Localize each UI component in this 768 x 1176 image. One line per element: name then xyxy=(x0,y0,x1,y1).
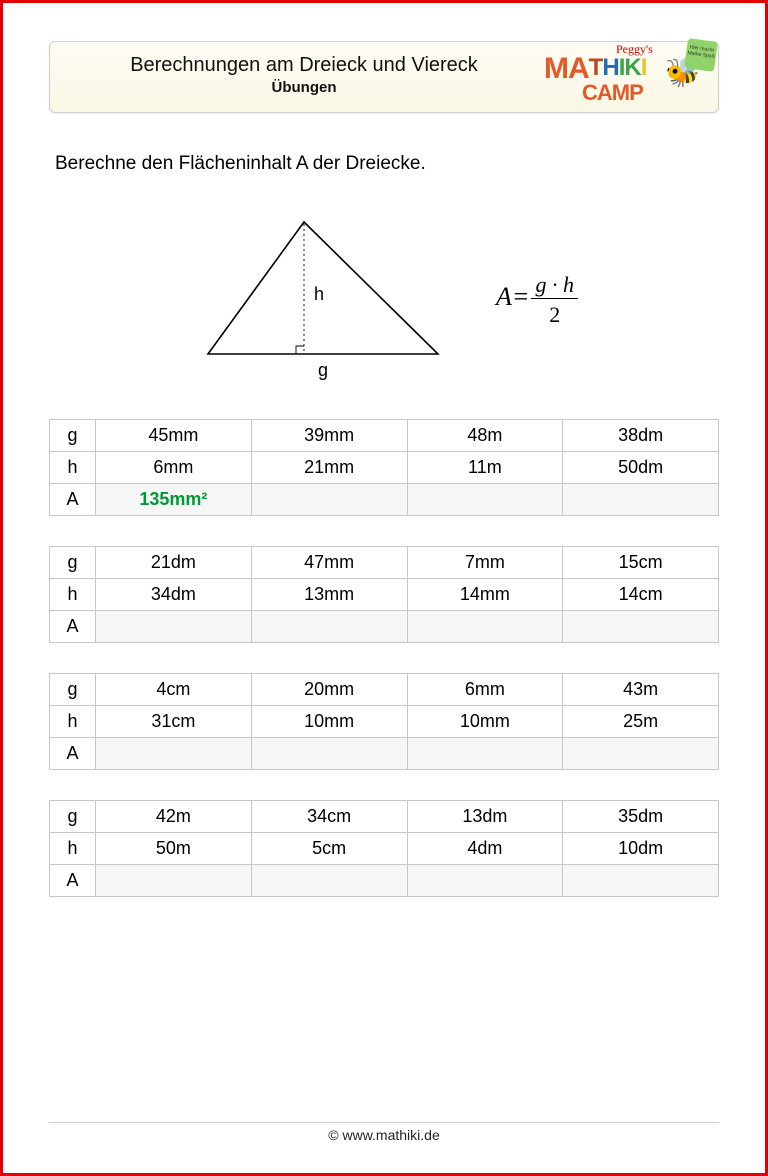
answer-cell[interactable] xyxy=(251,484,407,516)
answer-cell[interactable] xyxy=(563,865,719,897)
row-label-g: g xyxy=(50,674,96,706)
row-label-a: A xyxy=(50,611,96,643)
cell: 7mm xyxy=(407,547,563,579)
cell: 13mm xyxy=(251,579,407,611)
cell: 14mm xyxy=(407,579,563,611)
cell: 25m xyxy=(563,706,719,738)
answer-cell[interactable] xyxy=(407,611,563,643)
cell: 39mm xyxy=(251,420,407,452)
cell: 4dm xyxy=(407,833,563,865)
row-label-h: h xyxy=(50,579,96,611)
tables-container: g 45mm 39mm 48m 38dm h 6mm 21mm 11m 50dm… xyxy=(49,419,719,897)
table-row: h 6mm 21mm 11m 50dm xyxy=(50,452,719,484)
answer-cell[interactable] xyxy=(407,738,563,770)
label-g: g xyxy=(318,360,328,380)
table-row: A 135mm² xyxy=(50,484,719,516)
answer-cell[interactable] xyxy=(407,865,563,897)
cell: 50dm xyxy=(563,452,719,484)
table-row: g 45mm 39mm 48m 38dm xyxy=(50,420,719,452)
worksheet-header: Berechnungen am Dreieck und Viereck Übun… xyxy=(49,41,719,113)
row-label-g: g xyxy=(50,801,96,833)
cell: 31cm xyxy=(96,706,252,738)
cell: 48m xyxy=(407,420,563,452)
cell: 10mm xyxy=(251,706,407,738)
calc-table-2: g 21dm 47mm 7mm 15cm h 34dm 13mm 14mm 14… xyxy=(49,546,719,643)
logo-sub: CAMP xyxy=(582,80,643,106)
table-row: h 50m 5cm 4dm 10dm xyxy=(50,833,719,865)
answer-cell[interactable]: 135mm² xyxy=(96,484,252,516)
cell: 38dm xyxy=(563,420,719,452)
formula-numerator: g · h xyxy=(531,272,578,299)
label-h: h xyxy=(314,284,324,304)
row-label-g: g xyxy=(50,547,96,579)
row-label-h: h xyxy=(50,833,96,865)
page-subtitle: Übungen xyxy=(62,79,546,96)
cell: 10mm xyxy=(407,706,563,738)
cell: 15cm xyxy=(563,547,719,579)
formula-eq: = xyxy=(512,282,530,311)
row-label-h: h xyxy=(50,452,96,484)
calc-table-1: g 45mm 39mm 48m 38dm h 6mm 21mm 11m 50dm… xyxy=(49,419,719,516)
diagram-row: h g A=g · h2 xyxy=(49,209,719,389)
cell: 6mm xyxy=(96,452,252,484)
table-row: h 31cm 10mm 10mm 25m xyxy=(50,706,719,738)
area-formula: A=g · h2 xyxy=(496,269,578,329)
answer-cell[interactable] xyxy=(96,738,252,770)
instruction-text: Berechne den Flächeninhalt A der Dreieck… xyxy=(49,153,719,175)
answer-cell[interactable] xyxy=(563,738,719,770)
table-row: g 21dm 47mm 7mm 15cm xyxy=(50,547,719,579)
answer-cell[interactable] xyxy=(563,484,719,516)
answer-cell[interactable] xyxy=(96,865,252,897)
formula-denominator: 2 xyxy=(545,301,564,327)
cell: 34cm xyxy=(251,801,407,833)
logo-badge: Hier macht Mathe Spaß xyxy=(684,38,718,72)
answer-value: 135mm² xyxy=(139,489,207,509)
footer-copyright: © www.mathiki.de xyxy=(49,1122,719,1143)
cell: 43m xyxy=(563,674,719,706)
answer-cell[interactable] xyxy=(96,611,252,643)
table-row: A xyxy=(50,865,719,897)
cell: 14cm xyxy=(563,579,719,611)
calc-table-3: g 4cm 20mm 6mm 43m h 31cm 10mm 10mm 25m … xyxy=(49,673,719,770)
row-label-a: A xyxy=(50,865,96,897)
table-row: A xyxy=(50,738,719,770)
row-label-a: A xyxy=(50,738,96,770)
formula-lhs: A xyxy=(496,282,512,311)
cell: 50m xyxy=(96,833,252,865)
page-title: Berechnungen am Dreieck und Viereck xyxy=(62,54,546,77)
table-row: A xyxy=(50,611,719,643)
table-row: g 42m 34cm 13dm 35dm xyxy=(50,801,719,833)
row-label-a: A xyxy=(50,484,96,516)
cell: 35dm xyxy=(563,801,719,833)
cell: 6mm xyxy=(407,674,563,706)
answer-cell[interactable] xyxy=(251,738,407,770)
cell: 34dm xyxy=(96,579,252,611)
cell: 13dm xyxy=(407,801,563,833)
cell: 21mm xyxy=(251,452,407,484)
worksheet-page: Berechnungen am Dreieck und Viereck Übun… xyxy=(3,3,765,927)
row-label-g: g xyxy=(50,420,96,452)
triangle-icon: h g xyxy=(190,214,450,384)
calc-table-4: g 42m 34cm 13dm 35dm h 50m 5cm 4dm 10dm … xyxy=(49,800,719,897)
cell: 21dm xyxy=(96,547,252,579)
answer-cell[interactable] xyxy=(563,611,719,643)
cell: 47mm xyxy=(251,547,407,579)
row-label-h: h xyxy=(50,706,96,738)
cell: 11m xyxy=(407,452,563,484)
table-row: g 4cm 20mm 6mm 43m xyxy=(50,674,719,706)
cell: 20mm xyxy=(251,674,407,706)
cell: 45mm xyxy=(96,420,252,452)
answer-cell[interactable] xyxy=(251,865,407,897)
cell: 42m xyxy=(96,801,252,833)
cell: 4cm xyxy=(96,674,252,706)
brand-logo: Peggy's MATHIKI CAMP 🐝 Hier macht Mathe … xyxy=(542,38,712,116)
table-row: h 34dm 13mm 14mm 14cm xyxy=(50,579,719,611)
answer-cell[interactable] xyxy=(251,611,407,643)
cell: 10dm xyxy=(563,833,719,865)
answer-cell[interactable] xyxy=(407,484,563,516)
cell: 5cm xyxy=(251,833,407,865)
